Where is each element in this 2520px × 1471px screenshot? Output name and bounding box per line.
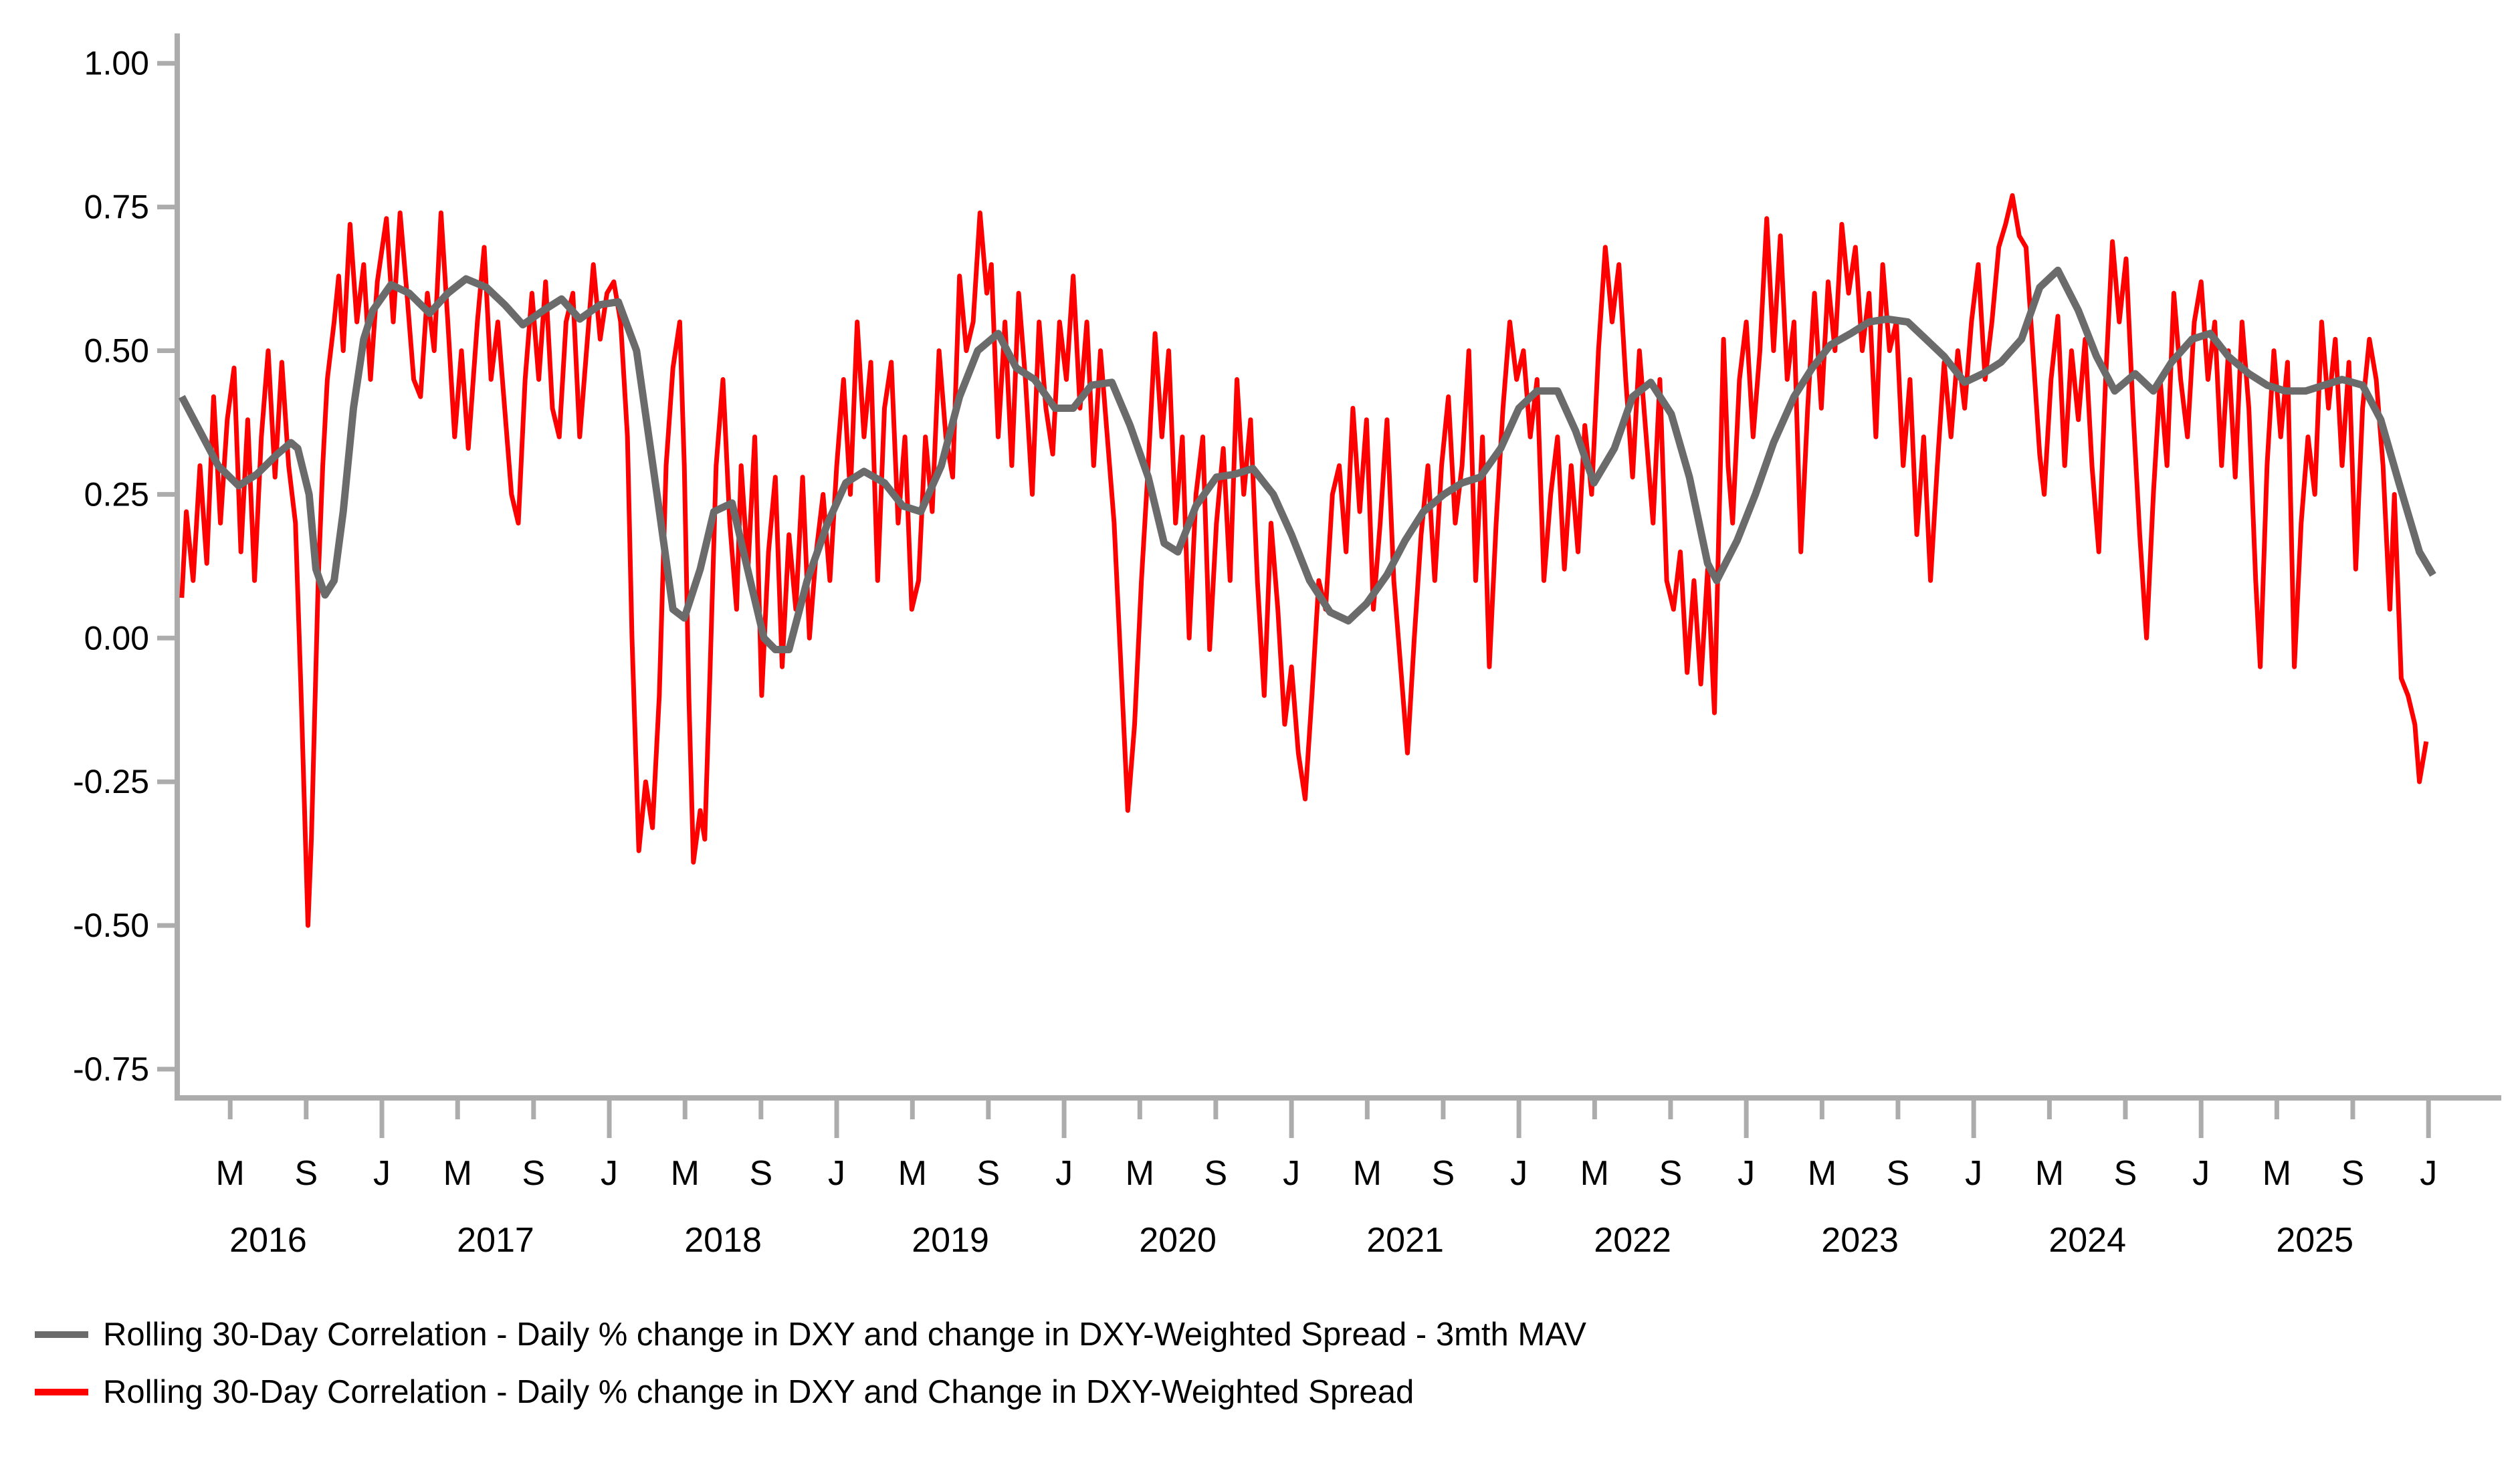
x-tick-label: S: [294, 1154, 318, 1193]
x-tick-label: S: [1432, 1154, 1455, 1193]
x-tick-label: J: [828, 1154, 845, 1193]
x-tick-label: M: [1353, 1154, 1382, 1193]
x-tick-label: M: [443, 1154, 472, 1193]
y-tick-label: 0.25: [84, 475, 149, 513]
x-tick-group: [227, 1098, 2431, 1138]
year-label: 2022: [1594, 1221, 1671, 1260]
x-tick-label: J: [1965, 1154, 1982, 1193]
x-tick-label: J: [601, 1154, 618, 1193]
y-tick-label: 1.00: [84, 45, 149, 82]
legend-label-daily: Rolling 30-Day Correlation - Daily % cha…: [103, 1374, 1414, 1410]
series-line-daily: [179, 193, 2429, 928]
year-label: 2020: [1139, 1221, 1217, 1260]
x-tick-label: M: [2035, 1154, 2064, 1193]
x-tick-label: M: [1580, 1154, 1609, 1193]
y-tick-label: 0.00: [84, 619, 149, 657]
y-tick-label: -0.75: [73, 1050, 149, 1088]
chart-legend: Rolling 30-Day Correlation - Daily % cha…: [35, 1316, 1586, 1411]
year-label: 2017: [457, 1221, 534, 1260]
x-tick-label: J: [373, 1154, 391, 1193]
x-tick-label: S: [2114, 1154, 2137, 1193]
x-tick-label: S: [1887, 1154, 1910, 1193]
x-tick-label: J: [2420, 1154, 2437, 1193]
mav-line-swatch: [35, 1331, 88, 1338]
x-tick-label: J: [1510, 1154, 1528, 1193]
legend-label-mav: Rolling 30-Day Correlation - Daily % cha…: [103, 1317, 1586, 1353]
x-year-labels: 2016 2017 2018 2019 2020 2021 2022 2023 2024 2025: [229, 1221, 2353, 1260]
x-tick-label: S: [2341, 1154, 2365, 1193]
y-tick-labels: 1.00 0.75 0.50 0.25 0.00 -0.25 -0.50 -0.75: [73, 45, 149, 1088]
x-tick-label: M: [1126, 1154, 1154, 1193]
x-tick-label: S: [1204, 1154, 1228, 1193]
x-tick-label: J: [2192, 1154, 2210, 1193]
x-tick-label: S: [977, 1154, 1001, 1193]
x-tick-label: M: [898, 1154, 927, 1193]
year-label: 2016: [229, 1221, 307, 1260]
x-tick-label: J: [1055, 1154, 1073, 1193]
y-tick-label: -0.50: [73, 907, 149, 944]
x-tick-label: J: [1738, 1154, 1755, 1193]
x-tick-label: M: [1808, 1154, 1836, 1193]
year-label: 2018: [684, 1221, 762, 1260]
series-line-mav: [178, 266, 2436, 653]
year-label: 2021: [1366, 1221, 1444, 1260]
daily-line-swatch: [35, 1389, 88, 1395]
y-tick-label: 0.75: [84, 189, 149, 226]
legend-item-mav: Rolling 30-Day Correlation - Daily % cha…: [35, 1316, 1586, 1353]
x-tick-label: M: [671, 1154, 700, 1193]
y-axis: 1.00 0.75 0.50 0.25 0.00 -0.25 -0.50 -0.75: [73, 33, 180, 1098]
year-label: 2019: [912, 1221, 989, 1260]
x-tick-label: M: [2263, 1154, 2291, 1193]
y-tick-label: -0.25: [73, 763, 149, 800]
year-label: 2025: [2276, 1221, 2353, 1260]
x-tick-label: S: [522, 1154, 545, 1193]
x-tick-label: M: [216, 1154, 245, 1193]
x-tick-label: S: [1659, 1154, 1683, 1193]
plot-area: [178, 193, 2436, 928]
y-tick-label: 0.50: [84, 332, 149, 370]
x-tick-label: S: [749, 1154, 772, 1193]
legend-item-daily: Rolling 30-Day Correlation - Daily % cha…: [35, 1373, 1586, 1411]
y-tick-group: [157, 61, 177, 1072]
year-label: 2023: [1821, 1221, 1899, 1260]
x-tick-label: J: [1283, 1154, 1300, 1193]
year-label: 2024: [2049, 1221, 2126, 1260]
